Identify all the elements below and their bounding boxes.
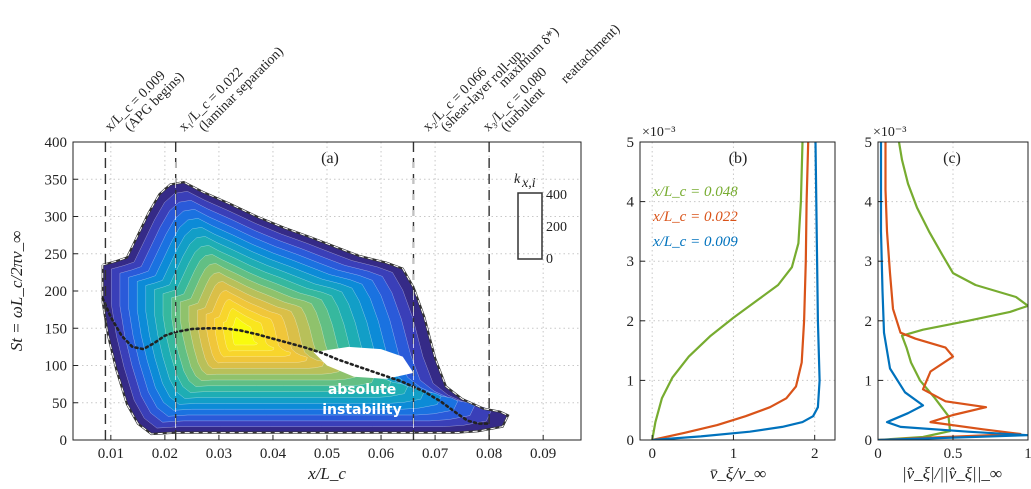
a-ytick-label-2: 100 [45,359,68,375]
panel-c-label: (c) [943,150,961,167]
c-xtick-label-0: 0 [874,446,882,462]
c-ytick-label-0: 0 [865,433,873,449]
a-ytick-label-8: 400 [45,135,68,151]
b-ytick-label-3: 3 [627,254,635,270]
panel-a-overlays [101,142,510,440]
panel-b-frame [639,141,836,441]
c-ytick-label-1: 1 [865,373,873,389]
a-ytick-label-3: 150 [45,321,68,337]
vline-annotations: x/L_c = 0.009 (APG begins) x₁/L_c = 0.02… [102,22,623,135]
panel-b: 0 1 2 0 1 2 3 4 5 ×10⁻³ (b) x/L_c = 0.048 x/L_c… [627,125,836,483]
inner-boundary-dashed [102,181,509,435]
a-xtick-label-0: 0.01 [98,446,124,462]
panel-b-series-0 [651,142,804,440]
c-ytick-label-3: 3 [865,254,873,270]
a-xtick-label-2: 0.03 [206,446,232,462]
a-xtick-label-3: 0.04 [260,446,287,462]
panel-c-x-ticks: 0 0.5 1 [874,435,1031,462]
a-ytick-label-6: 300 [45,210,68,226]
a-ytick-label-1: 50 [52,396,67,412]
b-ytick-label-4: 4 [627,195,635,211]
panel-c-series [878,142,1028,440]
panel-a: 0.01 0.02 0.03 0.04 0.05 0.06 0.07 0.08 0.09 0 50… [7,22,623,483]
panel-a-x-label: x/L_c [307,464,346,483]
panel-a-label: (a) [321,150,339,167]
a-xtick-label-7: 0.08 [476,446,502,462]
b-ytick-label-5: 5 [627,135,635,151]
b-xtick-label-2: 2 [811,446,819,462]
panel-c-y-ticks: 0 1 2 3 4 5 [865,135,883,449]
panel-b-x-label: v̄_ξ/v_∞ [710,464,766,483]
b-ytick-label-0: 0 [627,433,635,449]
panel-b-x-ticks: 0 1 2 [648,435,818,462]
b-xtick-label-0: 0 [648,446,656,462]
c-ytick-label-4: 4 [865,195,873,211]
colorbar-tick-0: 0 [546,252,553,267]
colorbar-tick-400: 400 [546,188,567,203]
absolute-instability-label-line2: instability [322,402,401,418]
c-ytick-label-5: 5 [865,135,873,151]
a-xtick-label-1: 0.02 [152,446,178,462]
peak-frequency-curve [101,297,491,425]
vline-4-note2: reattachment) [558,22,623,87]
panel-c-exponent: ×10⁻³ [873,125,906,140]
panel-b-series-2 [652,142,821,440]
a-xtick-label-4: 0.05 [314,446,340,462]
panel-b-label: (b) [729,150,748,167]
colorbar: k x,i 400 200 0 [514,172,567,267]
colorbar-tick-200: 200 [546,220,567,235]
panel-a-x-ticks: 0.01 0.02 0.03 0.04 0.05 0.06 0.07 0.08 0.09 [98,435,556,462]
absolute-instability-label-line1: absolute [328,382,396,398]
a-ytick-label-0: 0 [60,433,68,449]
legend-entry-009: x/L_c = 0.009 [652,234,738,250]
b-ytick-label-1: 1 [627,373,635,389]
a-ytick-label-5: 250 [45,247,68,263]
a-xtick-label-6: 0.07 [422,446,449,462]
panel-b-y-ticks: 0 1 2 3 4 5 [627,135,645,449]
colorbar-label: k [514,172,521,187]
panel-a-y-label: St = ωL_c/2πv_∞ [7,231,26,352]
legend-entry-022: x/L_c = 0.022 [652,209,738,225]
a-ytick-label-4: 200 [45,284,68,300]
c-ytick-label-2: 2 [865,314,873,330]
a-xtick-label-5: 0.06 [368,446,395,462]
panel-a-y-ticks: 0 50 100 150 200 250 300 350 400 [45,135,78,449]
instability-contour-field [102,181,509,435]
legend-entry-048: x/L_c = 0.048 [652,184,738,200]
absolute-instability-region [313,346,414,379]
c-xtick-label-1: 0.5 [944,446,963,462]
a-ytick-label-7: 350 [45,172,68,188]
panel-b-exponent: ×10⁻³ [642,125,675,140]
panel-b-series [651,142,821,440]
panel-c-series-1 [878,142,1022,440]
panel-c-grid [877,141,1029,441]
panel-b-series-1 [651,142,810,440]
a-xtick-label-8: 0.09 [530,446,556,462]
c-xtick-label-2: 1 [1024,446,1031,462]
b-xtick-label-1: 1 [730,446,738,462]
colorbar-label-subscript: x,i [521,176,536,191]
panel-c-x-label: |v̂_ξ|/||v̂_ξ||_∞ [902,464,1002,483]
b-ytick-label-2: 2 [627,314,635,330]
colorbar-box [517,192,543,260]
panel-c-series-0 [878,142,1028,440]
panel-c-series-2 [878,142,1028,440]
